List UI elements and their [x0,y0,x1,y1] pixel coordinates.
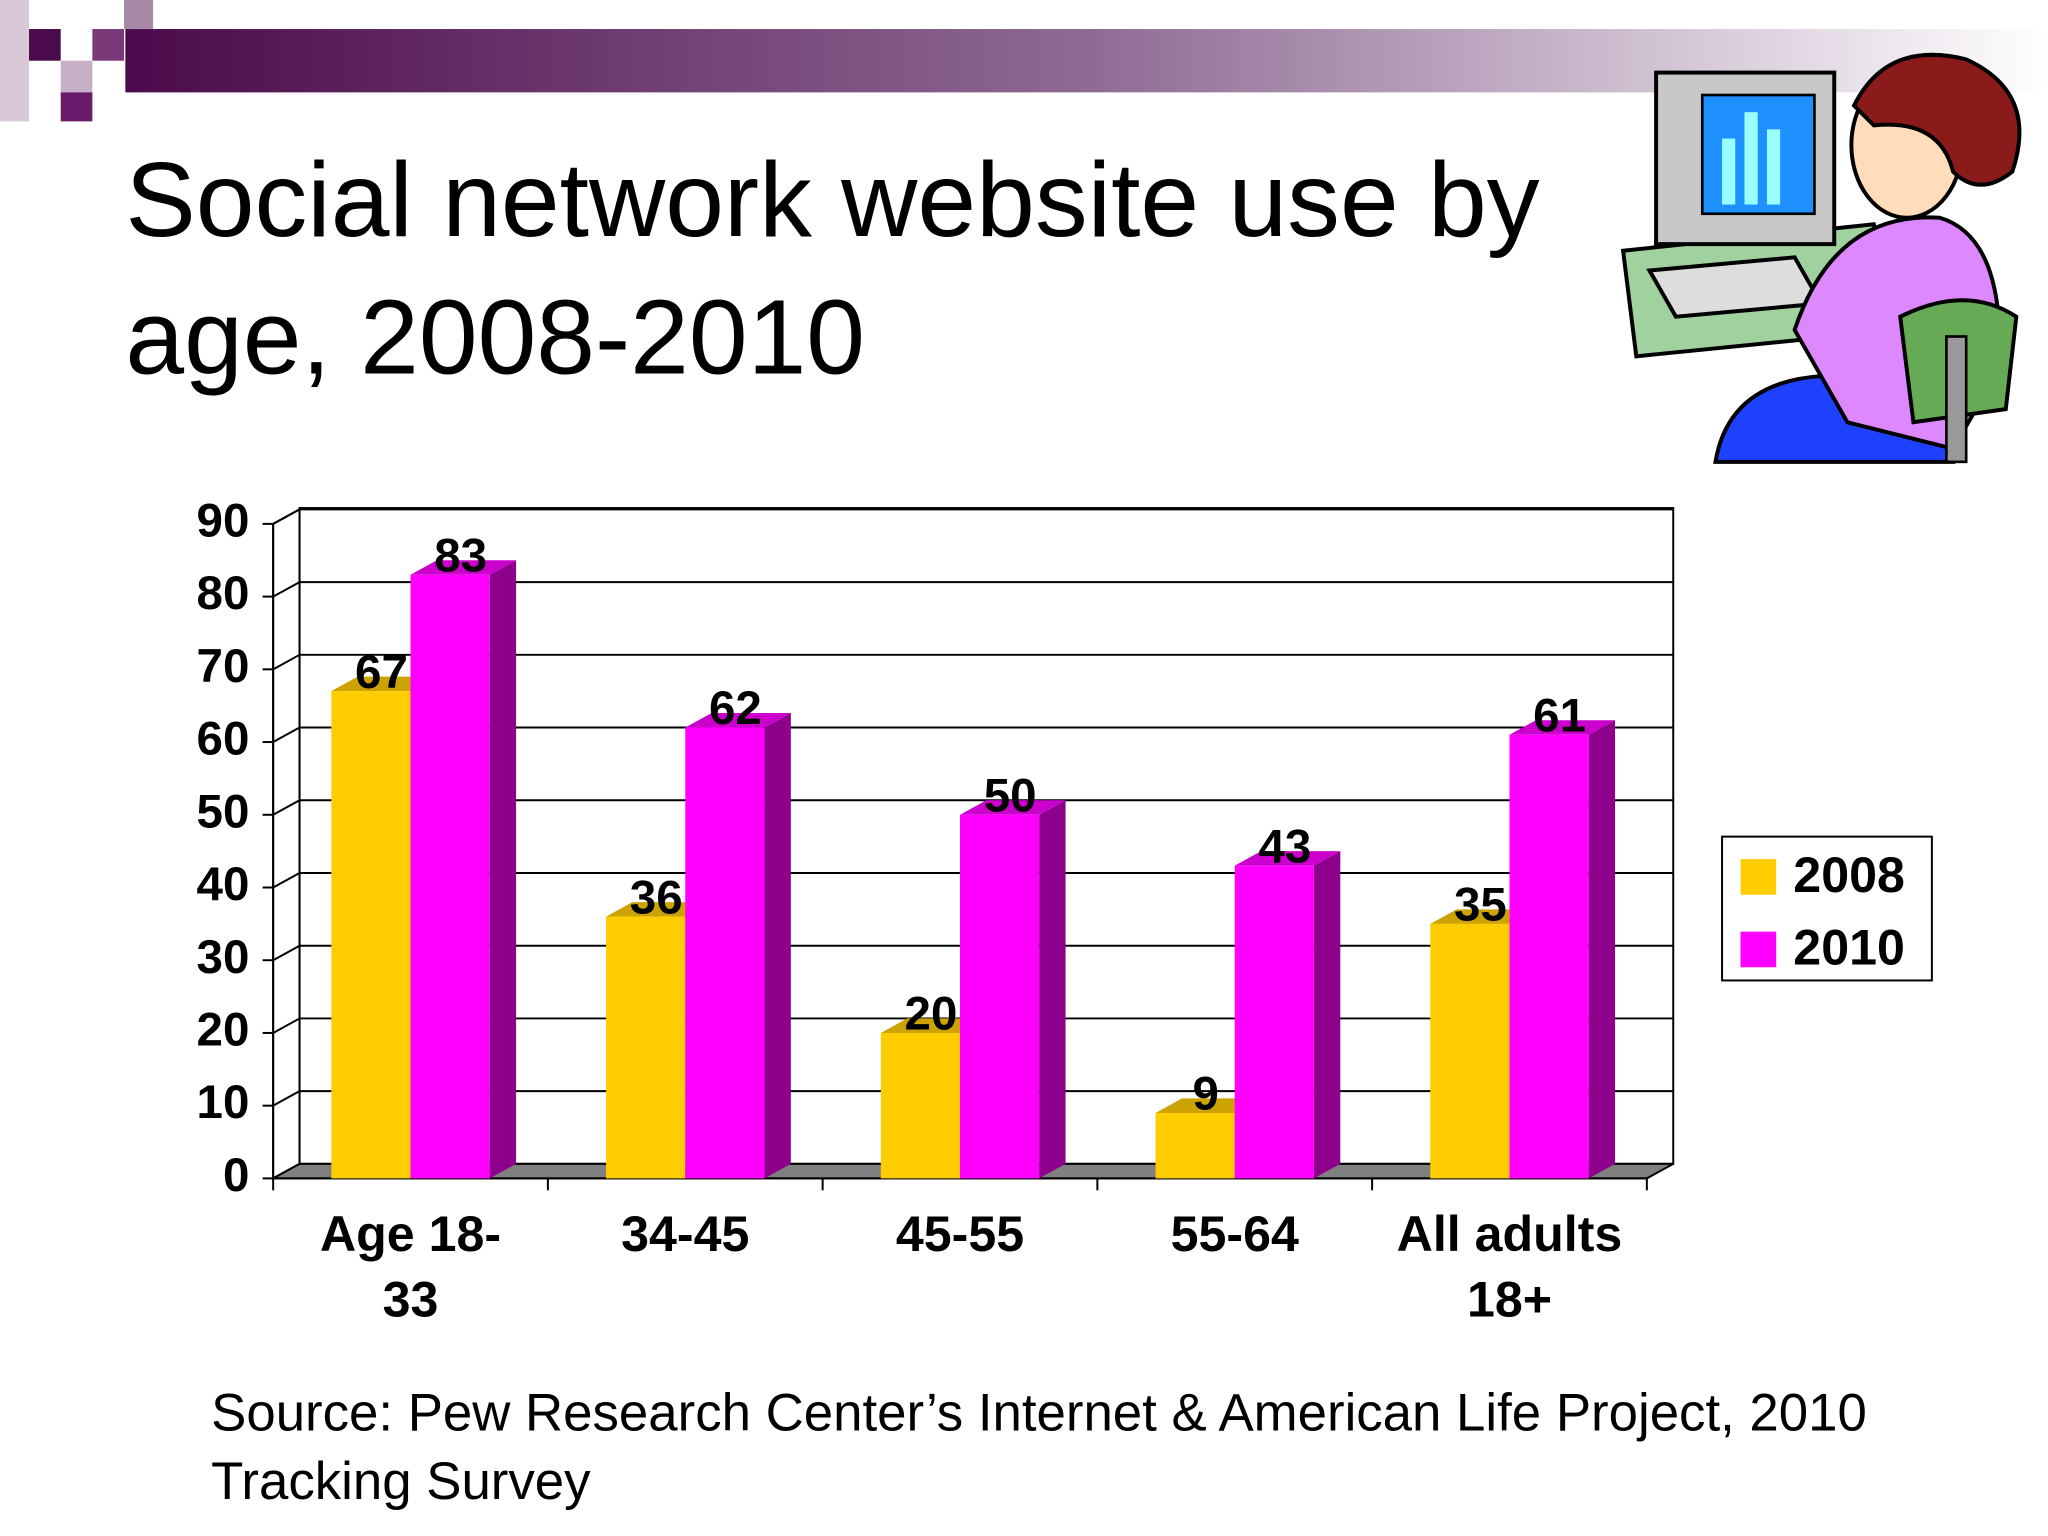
grid-line [272,653,1674,671]
bar [685,712,791,1179]
bar-front [960,814,1040,1179]
bar-front [1234,865,1314,1179]
bar-front [331,691,411,1179]
bar-side [1588,720,1616,1179]
value-label: 36 [630,871,683,924]
clipart [1620,52,2022,464]
y-tick-label: 50 [197,785,250,838]
header-square [124,0,154,30]
grid-line [272,1017,1674,1034]
bar-front [880,1032,961,1179]
bar-top [685,712,791,728]
value-label: 35 [1454,879,1507,932]
bar-top [960,800,1066,815]
grid-line [272,581,1674,598]
value-label: 67 [355,646,408,699]
grid-line [272,944,1674,962]
y-tick-label: 40 [197,858,250,911]
legend-label: 2008 [1793,847,1905,903]
legend-swatch [1740,931,1777,968]
bar-front [1155,1112,1235,1179]
x-tick-label: 45-55 [896,1206,1024,1262]
bar [410,560,517,1179]
grid-line [272,508,1674,525]
plot-side-wall [272,507,301,1181]
bar-top [1509,720,1616,735]
bar-side [489,560,517,1179]
bar [960,800,1066,1179]
bar-front [1509,734,1589,1179]
y-tick-label: 80 [197,567,250,620]
bar-side [764,712,791,1179]
bar-front [685,727,765,1179]
y-tick-label: 10 [197,1076,250,1129]
bar-side [1039,800,1066,1179]
title: Social network website use by age, 2008-… [125,141,1540,396]
x-tick-label: All adults 18+ [1397,1206,1623,1328]
legend-label: 2010 [1793,920,1905,976]
grid-line [272,799,1674,816]
value-label: 20 [905,988,958,1041]
y-tick-label: 0 [223,1149,249,1202]
bar-front [410,574,490,1179]
bar-top [1234,851,1341,866]
value-label: 61 [1533,689,1586,742]
header-square [29,29,61,61]
bar-top [410,560,517,575]
header-square [92,29,125,61]
value-label: 9 [1192,1068,1218,1121]
value-label: 62 [709,682,762,735]
bar-front [1430,923,1510,1179]
legend-swatch [1740,859,1777,895]
x-tick-label-line: Age 18- [320,1206,501,1262]
x-tick-label-line: 18+ [1467,1272,1552,1328]
bar-front [606,916,686,1179]
y-tick-label: 90 [197,494,250,547]
header-square [60,60,93,93]
x-tick-label-line: All adults [1397,1206,1623,1262]
value-label: 83 [434,529,487,582]
y-tick-label: 60 [197,713,250,766]
grid-line [272,871,1674,889]
x-tick-label-line: 33 [383,1272,439,1328]
bar [1509,720,1616,1179]
value-label: 50 [984,769,1037,822]
x-tick-label: 34-45 [621,1206,749,1262]
grid-line [272,1090,1674,1107]
x-tick-label: 55-64 [1171,1206,1299,1262]
y-tick-label: 30 [197,931,250,984]
grid-line [272,726,1674,743]
value-label: 43 [1258,820,1311,873]
header-square [0,0,30,122]
bar [1234,851,1341,1179]
bar-side [1313,851,1341,1179]
x-tick-label: Age 18- 33 [320,1206,501,1328]
y-tick-label: 70 [197,640,250,693]
header-square [60,92,93,122]
source: Source: Pew Research Center’s Internet &… [211,1384,1867,1511]
y-tick-label: 20 [197,1003,250,1056]
